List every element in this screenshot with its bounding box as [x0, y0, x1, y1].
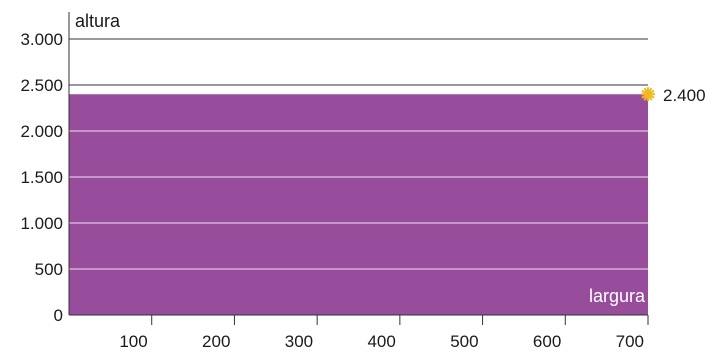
- y-tick-label: 3.000: [20, 30, 63, 49]
- area-layer: [69, 94, 648, 315]
- point-marker-icon: [641, 87, 655, 102]
- y-tick-label: 1.500: [20, 168, 63, 187]
- y-tick-label: 2.000: [20, 122, 63, 141]
- x-tick-label: 600: [533, 332, 561, 351]
- axis-layer: [68, 12, 649, 325]
- y-tick-label: 1.000: [20, 214, 63, 233]
- y-tick-label: 500: [35, 260, 63, 279]
- grid-layer: [69, 38, 648, 270]
- point-value-label: 2.400: [663, 86, 706, 105]
- y-tick-label: 0: [54, 306, 63, 325]
- x-tick-label: 500: [450, 332, 478, 351]
- x-axis-title: largura: [589, 286, 646, 306]
- x-tick-label: 100: [119, 332, 147, 351]
- x-tick-label: 400: [367, 332, 395, 351]
- label-layer: altura largura 0 500 1.000 1.500 2.000 2.500 3…: [20, 11, 705, 351]
- x-tick-label: 300: [285, 332, 313, 351]
- y-axis-title: altura: [75, 11, 121, 31]
- x-tick-label: 700: [616, 332, 644, 351]
- area-fill: [69, 94, 648, 315]
- point-marker-dot: [645, 91, 651, 98]
- x-tick-label: 200: [202, 332, 230, 351]
- y-tick-label: 2.500: [20, 76, 63, 95]
